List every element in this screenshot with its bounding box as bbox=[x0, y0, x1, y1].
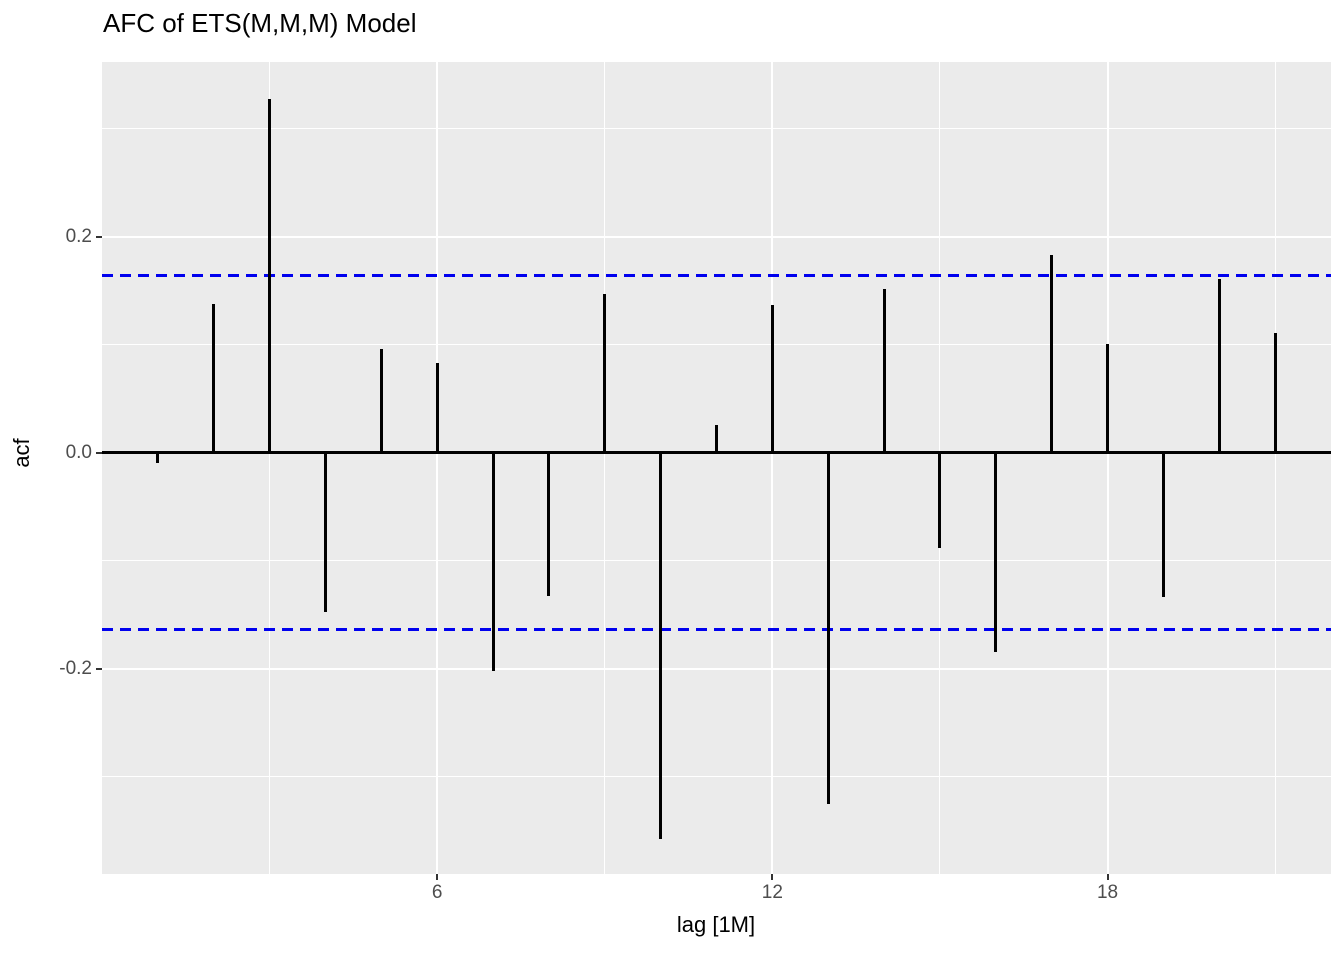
acf-bar bbox=[1217, 279, 1221, 455]
gridline-minor-horizontal bbox=[102, 560, 1331, 562]
confidence-line-lower bbox=[102, 628, 1331, 632]
acf-bar bbox=[994, 452, 998, 652]
acf-bar bbox=[715, 424, 718, 455]
acf-bar bbox=[379, 349, 383, 455]
gridline-major-vertical bbox=[436, 62, 439, 874]
plot-panel bbox=[102, 62, 1331, 874]
acf-bar bbox=[323, 452, 327, 613]
gridline-minor-horizontal bbox=[102, 776, 1331, 778]
y-tick-label: 0.2 bbox=[65, 225, 92, 247]
gridline-minor-horizontal bbox=[102, 128, 1331, 130]
x-tick-mark bbox=[436, 874, 439, 880]
gridline-major-horizontal bbox=[102, 235, 1331, 238]
x-tick-mark bbox=[1106, 874, 1109, 880]
acf-bar bbox=[659, 452, 663, 839]
acf-bar bbox=[1273, 333, 1277, 455]
x-tick-label: 18 bbox=[1096, 882, 1119, 903]
x-tick-mark bbox=[771, 874, 774, 880]
x-tick-label: 6 bbox=[431, 882, 443, 903]
acf-bar bbox=[1106, 343, 1110, 455]
acf-bar bbox=[826, 452, 830, 805]
gridline-major-horizontal bbox=[102, 667, 1331, 670]
acf-bar bbox=[491, 452, 495, 672]
acf-bar bbox=[938, 452, 942, 549]
x-axis-title: lag [1M] bbox=[676, 912, 756, 937]
acf-bar bbox=[770, 304, 774, 455]
acf-bar bbox=[212, 303, 216, 455]
x-tick-label: 12 bbox=[761, 882, 783, 903]
y-tick-mark bbox=[96, 667, 102, 670]
acf-bar bbox=[1161, 452, 1165, 597]
gridline-minor-vertical bbox=[1274, 62, 1276, 874]
acf-bar bbox=[435, 363, 439, 455]
gridline-minor-vertical bbox=[269, 62, 271, 874]
gridline-minor-vertical bbox=[604, 62, 606, 874]
gridline-minor-horizontal bbox=[102, 344, 1331, 346]
acf-bar bbox=[882, 288, 886, 455]
y-tick-label: 0.0 bbox=[65, 441, 92, 463]
acf-bar bbox=[547, 452, 551, 596]
chart-title: AFC of ETS(M,M,M) Model bbox=[103, 8, 417, 38]
y-tick-mark bbox=[96, 451, 102, 454]
acf-bar bbox=[1050, 255, 1054, 455]
acf-bar bbox=[156, 452, 160, 463]
gridline-major-vertical bbox=[771, 62, 774, 874]
gridline-major-vertical bbox=[1106, 62, 1109, 874]
confidence-line-upper bbox=[102, 274, 1331, 278]
acf-bar bbox=[268, 98, 272, 455]
acf-bar bbox=[603, 294, 607, 455]
y-tick-mark bbox=[96, 235, 102, 238]
y-tick-label: -0.2 bbox=[59, 657, 92, 679]
